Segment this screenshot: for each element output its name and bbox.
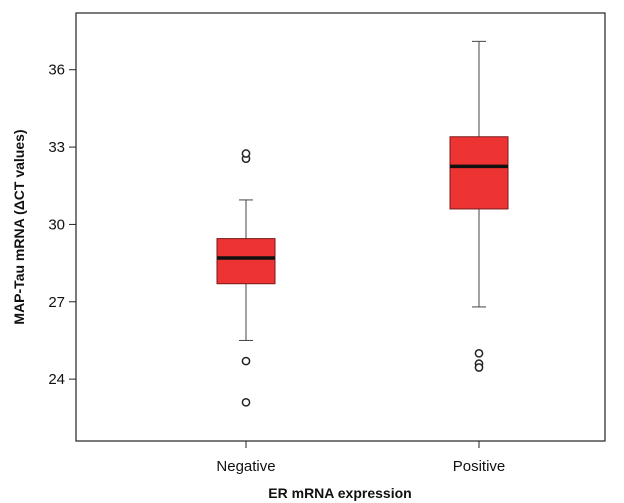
y-tick-label: 24	[48, 371, 65, 388]
y-axis: 24 27 30 33 36	[48, 62, 76, 388]
y-tick-label: 27	[48, 294, 65, 311]
x-tick-label: Positive	[453, 458, 506, 475]
y-tick-label: 36	[48, 62, 65, 79]
iqr-box	[449, 136, 509, 210]
x-tick-label: Negative	[216, 458, 275, 475]
x-axis: Negative Positive	[216, 441, 505, 475]
outlier-point	[474, 363, 484, 372]
outlier-point	[241, 356, 251, 366]
y-tick-label: 30	[48, 216, 65, 233]
box-negative	[216, 149, 276, 407]
plot-frame	[75, 12, 606, 442]
outlier-point	[241, 149, 251, 158]
outlier-point	[241, 397, 251, 407]
iqr-box	[216, 238, 276, 285]
box-positive	[449, 40, 509, 372]
x-axis-title: ER mRNA expression	[268, 485, 411, 501]
y-tick-label: 33	[48, 139, 65, 156]
y-axis-title: MAP-Tau mRNA (ΔCT values)	[11, 129, 27, 324]
outlier-point	[474, 348, 484, 358]
box-series	[216, 40, 509, 407]
